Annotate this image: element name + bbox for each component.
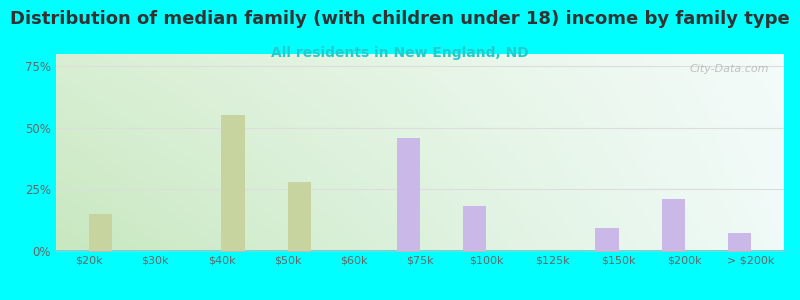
Bar — [288, 182, 310, 250]
Bar — [728, 233, 751, 250]
Bar — [463, 206, 486, 250]
Text: City-Data.com: City-Data.com — [690, 64, 770, 74]
Bar — [222, 116, 245, 250]
Text: Distribution of median family (with children under 18) income by family type: Distribution of median family (with chil… — [10, 11, 790, 28]
Bar — [662, 199, 685, 250]
Bar — [89, 214, 112, 250]
Text: All residents in New England, ND: All residents in New England, ND — [271, 46, 529, 61]
Bar — [397, 137, 420, 250]
Bar — [595, 228, 618, 250]
